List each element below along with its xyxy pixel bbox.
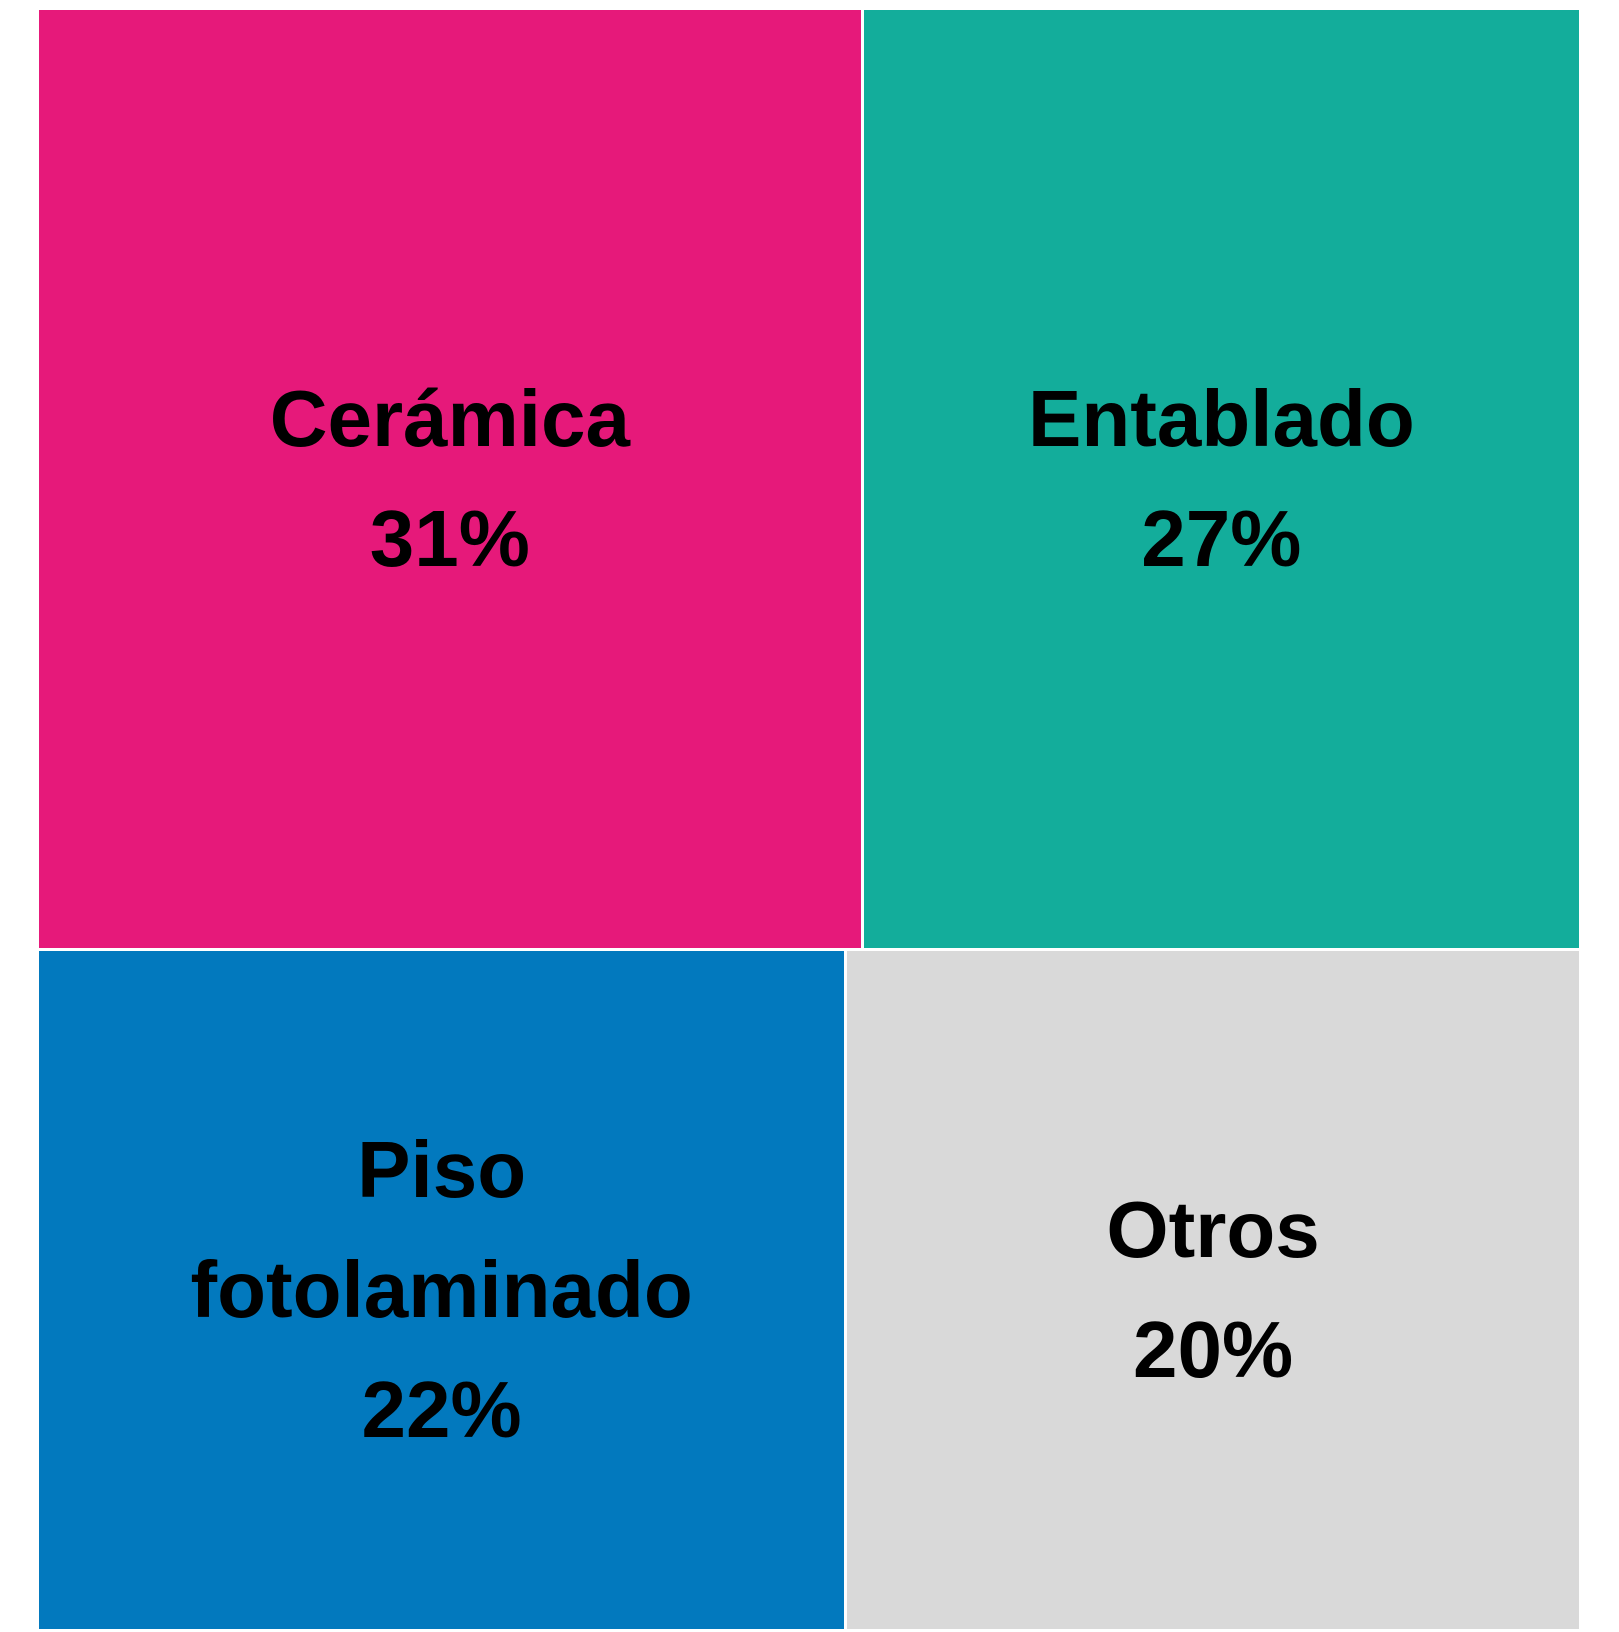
- category-label: Otros: [1106, 1184, 1320, 1274]
- value-label: 31%: [369, 493, 530, 583]
- category-label: Cerámica: [269, 373, 630, 463]
- value-label: 20%: [1133, 1304, 1294, 1394]
- cell-label: Cerámica 31%: [160, 359, 740, 599]
- treemap-cell: Cerámica 31%: [39, 10, 861, 948]
- value-label: 27%: [1141, 493, 1302, 583]
- cell-label: Entablado 27%: [918, 359, 1525, 599]
- category-label: Piso fotolaminado: [190, 1124, 693, 1334]
- treemap-cell: Otros 20%: [847, 950, 1579, 1629]
- cell-label: Otros 20%: [996, 1170, 1429, 1410]
- category-label: Entablado: [1028, 373, 1415, 463]
- treemap-cell: Piso fotolaminado 22%: [39, 950, 845, 1629]
- treemap-cell: Entablado 27%: [863, 10, 1579, 948]
- value-label: 22%: [361, 1364, 522, 1454]
- cell-label: Piso fotolaminado 22%: [39, 1110, 844, 1470]
